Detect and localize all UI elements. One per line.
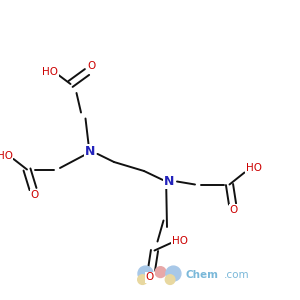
Circle shape — [165, 275, 175, 284]
Text: N: N — [164, 175, 175, 188]
Text: O: O — [30, 190, 39, 200]
Circle shape — [138, 266, 153, 281]
Text: .com: .com — [224, 270, 249, 280]
Circle shape — [155, 267, 166, 278]
Text: O: O — [230, 205, 238, 215]
Text: HO: HO — [0, 151, 13, 161]
Text: N: N — [85, 145, 95, 158]
Circle shape — [138, 275, 147, 284]
Text: HO: HO — [172, 236, 188, 247]
Text: O: O — [146, 272, 154, 283]
Text: O: O — [87, 61, 96, 71]
Text: HO: HO — [246, 163, 262, 173]
Text: HO: HO — [42, 67, 58, 77]
Circle shape — [166, 266, 181, 281]
Text: Chem: Chem — [185, 270, 218, 280]
